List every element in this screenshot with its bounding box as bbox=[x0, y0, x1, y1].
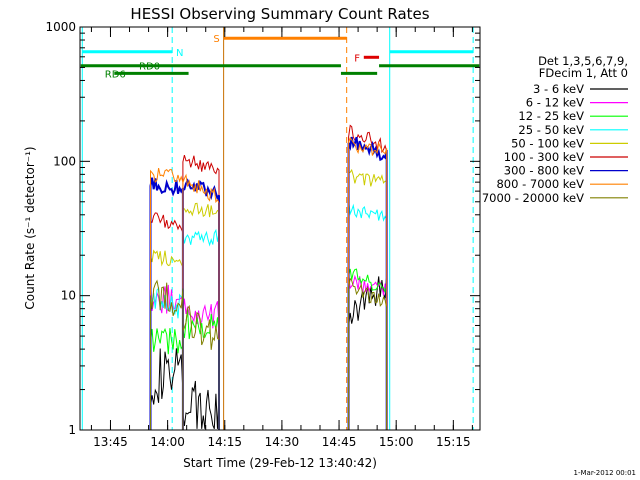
legend-header-1: FDecim 1, Att 0 bbox=[539, 66, 628, 80]
series-line-8 bbox=[150, 277, 388, 430]
x-tick-label-0: 13:45 bbox=[93, 435, 128, 449]
series-group bbox=[149, 124, 388, 430]
legend-label-2: 12 - 25 keV bbox=[518, 109, 584, 123]
chart-title: HESSI Observing Summary Count Rates bbox=[130, 5, 429, 23]
legend-label-4: 50 - 100 keV bbox=[511, 136, 584, 150]
legend-label-0: 3 - 6 keV bbox=[533, 82, 584, 96]
flag-label-2: RD0 bbox=[139, 62, 160, 73]
flag-label-1: S bbox=[213, 34, 219, 45]
series-line-7 bbox=[150, 137, 388, 430]
series-line-5 bbox=[150, 124, 388, 430]
x-tick-label-1: 14:00 bbox=[150, 435, 185, 449]
y-tick-label-3: 1000 bbox=[45, 20, 76, 34]
y-tick-label-2: 100 bbox=[53, 154, 76, 168]
legend-label-7: 800 - 7000 keV bbox=[496, 177, 584, 191]
footer-date: 1-Mar-2012 00:01 bbox=[574, 469, 636, 477]
x-axis-label: Start Time (29-Feb-12 13:40:42) bbox=[183, 456, 377, 470]
series-line-4 bbox=[150, 168, 388, 430]
x-tick-label-4: 14:45 bbox=[322, 435, 357, 449]
y-tick-label-0: 1 bbox=[68, 423, 76, 437]
flag-label-4: F bbox=[354, 53, 360, 64]
x-tick-label-5: 15:00 bbox=[379, 435, 414, 449]
y-axis-label: Count Rate (s⁻¹ detector⁻¹) bbox=[23, 146, 37, 309]
x-tick-label-6: 15:15 bbox=[436, 435, 471, 449]
x-tick-label-3: 14:30 bbox=[265, 435, 300, 449]
y-tick-label-1: 10 bbox=[61, 289, 76, 303]
legend-label-1: 6 - 12 keV bbox=[526, 96, 584, 110]
flag-label-0: N bbox=[176, 48, 183, 59]
legend-label-3: 25 - 50 keV bbox=[518, 123, 584, 137]
legend: Det 1,3,5,6,7,9,FDecim 1, Att 0 3 - 6 keV… bbox=[482, 54, 628, 205]
series-line-3 bbox=[150, 200, 388, 430]
legend-label-8: 7000 - 20000 keV bbox=[482, 191, 584, 205]
legend-label-6: 300 - 800 keV bbox=[504, 164, 584, 178]
plot-area: N S RD0 RD6 F 1 10 100 1000 13:45 14:00 14:15 14:30 1… bbox=[45, 20, 481, 449]
legend-label-5: 100 - 300 keV bbox=[504, 150, 584, 164]
x-tick-label-2: 14:15 bbox=[207, 435, 242, 449]
plot-frame bbox=[79, 26, 481, 431]
legend-header-0: Det 1,3,5,6,7,9, bbox=[538, 54, 628, 68]
flag-label-3: RD6 bbox=[105, 69, 126, 80]
